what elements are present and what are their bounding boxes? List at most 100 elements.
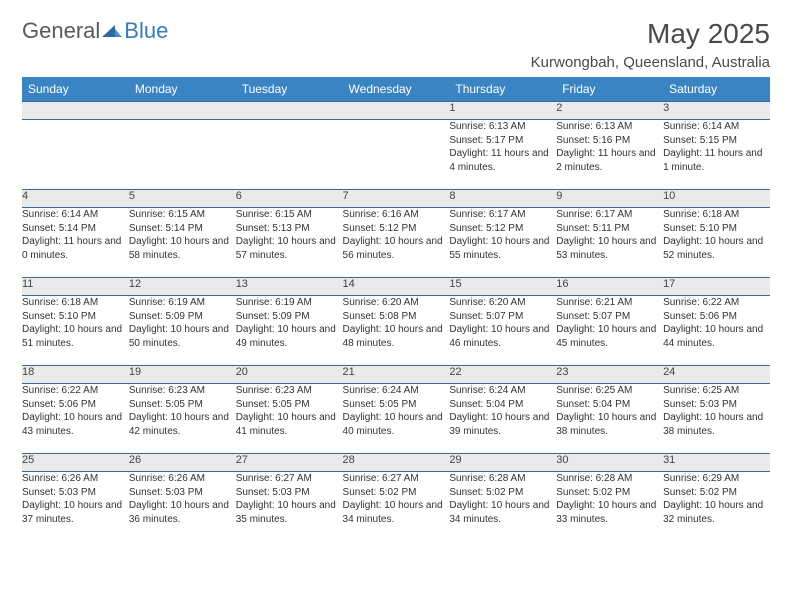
daylight-line: Daylight: 11 hours and 4 minutes. bbox=[449, 147, 556, 174]
sunset-line: Sunset: 5:03 PM bbox=[129, 486, 236, 500]
weekday-header: Saturday bbox=[663, 77, 770, 102]
day-content-cell: Sunrise: 6:13 AMSunset: 5:16 PMDaylight:… bbox=[556, 120, 663, 190]
day-content-cell: Sunrise: 6:25 AMSunset: 5:03 PMDaylight:… bbox=[663, 384, 770, 454]
day-number-row: 25262728293031 bbox=[22, 454, 770, 472]
sunrise-line: Sunrise: 6:24 AM bbox=[343, 384, 450, 398]
sunset-line: Sunset: 5:07 PM bbox=[449, 310, 556, 324]
day-number-cell: 8 bbox=[449, 190, 556, 208]
day-number-cell bbox=[22, 102, 129, 120]
day-content-cell: Sunrise: 6:23 AMSunset: 5:05 PMDaylight:… bbox=[129, 384, 236, 454]
day-number-cell: 7 bbox=[343, 190, 450, 208]
daylight-line: Daylight: 10 hours and 43 minutes. bbox=[22, 411, 129, 438]
day-content-cell: Sunrise: 6:21 AMSunset: 5:07 PMDaylight:… bbox=[556, 296, 663, 366]
day-content-cell: Sunrise: 6:28 AMSunset: 5:02 PMDaylight:… bbox=[449, 472, 556, 542]
day-content-cell: Sunrise: 6:19 AMSunset: 5:09 PMDaylight:… bbox=[236, 296, 343, 366]
day-content-cell: Sunrise: 6:24 AMSunset: 5:05 PMDaylight:… bbox=[343, 384, 450, 454]
sunrise-line: Sunrise: 6:23 AM bbox=[129, 384, 236, 398]
sunset-line: Sunset: 5:03 PM bbox=[236, 486, 343, 500]
day-number-cell: 1 bbox=[449, 102, 556, 120]
daylight-line: Daylight: 10 hours and 32 minutes. bbox=[663, 499, 770, 526]
day-content-cell bbox=[343, 120, 450, 190]
daylight-line: Daylight: 10 hours and 48 minutes. bbox=[343, 323, 450, 350]
day-number-cell: 10 bbox=[663, 190, 770, 208]
sunrise-line: Sunrise: 6:26 AM bbox=[129, 472, 236, 486]
day-number-cell: 21 bbox=[343, 366, 450, 384]
sunset-line: Sunset: 5:06 PM bbox=[663, 310, 770, 324]
day-number-cell: 25 bbox=[22, 454, 129, 472]
sunset-line: Sunset: 5:02 PM bbox=[343, 486, 450, 500]
sunset-line: Sunset: 5:05 PM bbox=[236, 398, 343, 412]
day-content-cell: Sunrise: 6:26 AMSunset: 5:03 PMDaylight:… bbox=[22, 472, 129, 542]
day-content-cell: Sunrise: 6:22 AMSunset: 5:06 PMDaylight:… bbox=[663, 296, 770, 366]
day-content-cell: Sunrise: 6:15 AMSunset: 5:13 PMDaylight:… bbox=[236, 208, 343, 278]
sunrise-line: Sunrise: 6:13 AM bbox=[556, 120, 663, 134]
sunrise-line: Sunrise: 6:19 AM bbox=[236, 296, 343, 310]
sunset-line: Sunset: 5:06 PM bbox=[22, 398, 129, 412]
daylight-line: Daylight: 10 hours and 51 minutes. bbox=[22, 323, 129, 350]
sunset-line: Sunset: 5:10 PM bbox=[22, 310, 129, 324]
sunrise-line: Sunrise: 6:19 AM bbox=[129, 296, 236, 310]
day-content-cell: Sunrise: 6:14 AMSunset: 5:14 PMDaylight:… bbox=[22, 208, 129, 278]
day-number-cell bbox=[129, 102, 236, 120]
day-content-cell: Sunrise: 6:13 AMSunset: 5:17 PMDaylight:… bbox=[449, 120, 556, 190]
daylight-line: Daylight: 10 hours and 50 minutes. bbox=[129, 323, 236, 350]
daylight-line: Daylight: 11 hours and 2 minutes. bbox=[556, 147, 663, 174]
day-content-cell: Sunrise: 6:15 AMSunset: 5:14 PMDaylight:… bbox=[129, 208, 236, 278]
day-number-cell: 28 bbox=[343, 454, 450, 472]
sunrise-line: Sunrise: 6:23 AM bbox=[236, 384, 343, 398]
sunset-line: Sunset: 5:15 PM bbox=[663, 134, 770, 148]
daylight-line: Daylight: 10 hours and 35 minutes. bbox=[236, 499, 343, 526]
sunset-line: Sunset: 5:04 PM bbox=[556, 398, 663, 412]
day-number-cell: 12 bbox=[129, 278, 236, 296]
sunset-line: Sunset: 5:17 PM bbox=[449, 134, 556, 148]
sunset-line: Sunset: 5:14 PM bbox=[129, 222, 236, 236]
day-number-cell: 17 bbox=[663, 278, 770, 296]
sunrise-line: Sunrise: 6:29 AM bbox=[663, 472, 770, 486]
day-number-cell: 13 bbox=[236, 278, 343, 296]
day-number-cell: 26 bbox=[129, 454, 236, 472]
sunrise-line: Sunrise: 6:24 AM bbox=[449, 384, 556, 398]
day-content-row: Sunrise: 6:13 AMSunset: 5:17 PMDaylight:… bbox=[22, 120, 770, 190]
sunrise-line: Sunrise: 6:27 AM bbox=[343, 472, 450, 486]
day-number-cell: 4 bbox=[22, 190, 129, 208]
sunrise-line: Sunrise: 6:16 AM bbox=[343, 208, 450, 222]
day-content-cell: Sunrise: 6:17 AMSunset: 5:12 PMDaylight:… bbox=[449, 208, 556, 278]
day-number-cell: 29 bbox=[449, 454, 556, 472]
sunrise-line: Sunrise: 6:15 AM bbox=[236, 208, 343, 222]
sunset-line: Sunset: 5:12 PM bbox=[449, 222, 556, 236]
weekday-header: Tuesday bbox=[236, 77, 343, 102]
day-number-cell: 5 bbox=[129, 190, 236, 208]
brand-part1: General bbox=[22, 18, 100, 44]
daylight-line: Daylight: 10 hours and 46 minutes. bbox=[449, 323, 556, 350]
sunset-line: Sunset: 5:13 PM bbox=[236, 222, 343, 236]
sunrise-line: Sunrise: 6:13 AM bbox=[449, 120, 556, 134]
daylight-line: Daylight: 10 hours and 45 minutes. bbox=[556, 323, 663, 350]
sunrise-line: Sunrise: 6:17 AM bbox=[449, 208, 556, 222]
sunset-line: Sunset: 5:03 PM bbox=[663, 398, 770, 412]
sunset-line: Sunset: 5:05 PM bbox=[343, 398, 450, 412]
calendar-table: SundayMondayTuesdayWednesdayThursdayFrid… bbox=[22, 77, 770, 542]
day-content-cell: Sunrise: 6:24 AMSunset: 5:04 PMDaylight:… bbox=[449, 384, 556, 454]
day-content-cell: Sunrise: 6:29 AMSunset: 5:02 PMDaylight:… bbox=[663, 472, 770, 542]
day-number-cell: 15 bbox=[449, 278, 556, 296]
day-number-row: 11121314151617 bbox=[22, 278, 770, 296]
sunrise-line: Sunrise: 6:15 AM bbox=[129, 208, 236, 222]
daylight-line: Daylight: 10 hours and 44 minutes. bbox=[663, 323, 770, 350]
sunset-line: Sunset: 5:14 PM bbox=[22, 222, 129, 236]
sunrise-line: Sunrise: 6:27 AM bbox=[236, 472, 343, 486]
sunrise-line: Sunrise: 6:22 AM bbox=[663, 296, 770, 310]
day-number-cell: 27 bbox=[236, 454, 343, 472]
sunrise-line: Sunrise: 6:25 AM bbox=[663, 384, 770, 398]
daylight-line: Daylight: 10 hours and 53 minutes. bbox=[556, 235, 663, 262]
daylight-line: Daylight: 10 hours and 38 minutes. bbox=[663, 411, 770, 438]
sunset-line: Sunset: 5:07 PM bbox=[556, 310, 663, 324]
day-content-cell bbox=[129, 120, 236, 190]
day-content-cell: Sunrise: 6:16 AMSunset: 5:12 PMDaylight:… bbox=[343, 208, 450, 278]
day-number-cell: 3 bbox=[663, 102, 770, 120]
daylight-line: Daylight: 10 hours and 39 minutes. bbox=[449, 411, 556, 438]
day-number-cell bbox=[236, 102, 343, 120]
day-number-cell: 11 bbox=[22, 278, 129, 296]
sunset-line: Sunset: 5:10 PM bbox=[663, 222, 770, 236]
sunrise-line: Sunrise: 6:22 AM bbox=[22, 384, 129, 398]
sunset-line: Sunset: 5:05 PM bbox=[129, 398, 236, 412]
